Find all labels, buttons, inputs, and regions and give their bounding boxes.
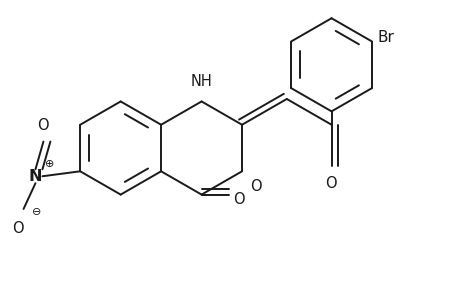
Text: O: O [324,176,336,191]
Text: ⊕: ⊕ [45,159,54,170]
Text: N: N [28,169,42,184]
Text: O: O [38,118,49,133]
Text: O: O [233,192,245,207]
Text: NH: NH [190,74,212,88]
Text: ⊖: ⊖ [32,207,41,217]
Text: O: O [12,221,23,236]
Text: Br: Br [377,30,394,45]
Text: O: O [249,179,261,194]
